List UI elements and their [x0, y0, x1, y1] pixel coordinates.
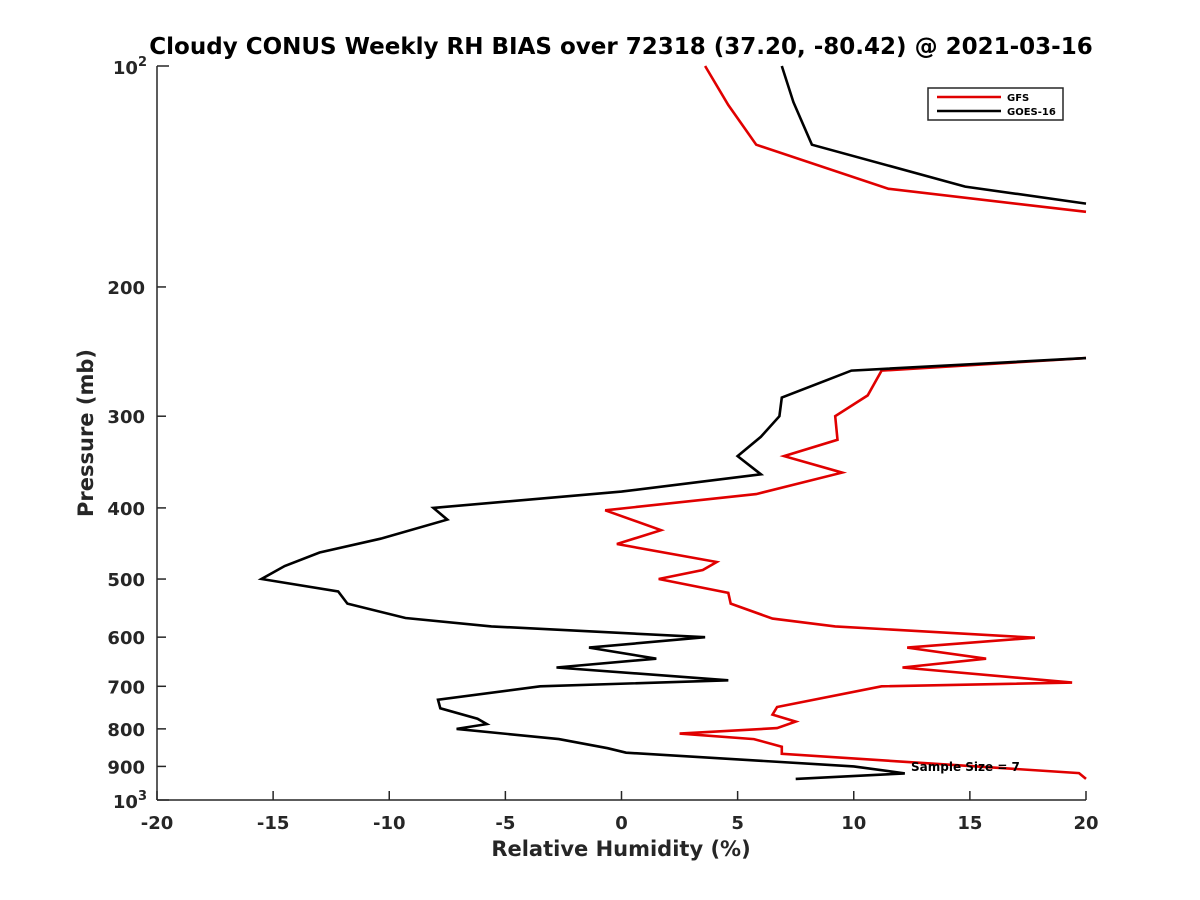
series-layer [257, 65, 1087, 781]
series-line-gfs-segment-2 [604, 356, 1087, 780]
y-tick-label: 700 [107, 677, 145, 698]
x-tick-label: 0 [615, 813, 628, 834]
y-axis-ticks: 200 300 400 500 600 700 800 900 102 103 [107, 55, 169, 813]
y-major-tick-label: 103 [113, 789, 147, 813]
x-tick-label: 5 [731, 813, 744, 834]
y-tick-label: 900 [107, 757, 145, 778]
series-line-gfs-segment-1 [703, 65, 1087, 214]
y-tick-label: 400 [107, 499, 145, 520]
legend-box [927, 87, 1064, 121]
legend: GFS GOES-16 [927, 87, 1064, 121]
y-major-tick-label: 102 [113, 55, 147, 79]
series-line-goes16-segment-1 [780, 65, 1087, 205]
series-line-goes16-segment-2 [257, 356, 1087, 781]
x-axis-label: Relative Humidity (%) [491, 837, 750, 861]
x-axis-ticks: -20 -15 -10 -5 0 5 10 15 20 [141, 791, 1099, 834]
y-tick-label: 500 [107, 570, 145, 591]
y-tick-label: 800 [107, 720, 145, 741]
chart-title: Cloudy CONUS Weekly RH BIAS over 72318 (… [149, 34, 1092, 60]
x-tick-label: -5 [495, 813, 515, 834]
sample-size-annotation: Sample Size = 7 [911, 760, 1020, 774]
x-tick-label: 15 [957, 813, 982, 834]
x-tick-label: -10 [373, 813, 406, 834]
y-tick-label: 300 [107, 407, 145, 428]
y-tick-label: 600 [107, 628, 145, 649]
legend-goes16-label: GOES-16 [1007, 107, 1056, 118]
legend-gfs-label: GFS [1007, 93, 1029, 104]
x-tick-label: -15 [257, 813, 290, 834]
y-axis-label: Pressure (mb) [74, 349, 98, 517]
x-tick-label: 10 [841, 813, 866, 834]
x-tick-label: 20 [1073, 813, 1098, 834]
y-tick-label: 200 [107, 278, 145, 299]
x-tick-label: -20 [141, 813, 174, 834]
plot-area [157, 66, 1086, 800]
